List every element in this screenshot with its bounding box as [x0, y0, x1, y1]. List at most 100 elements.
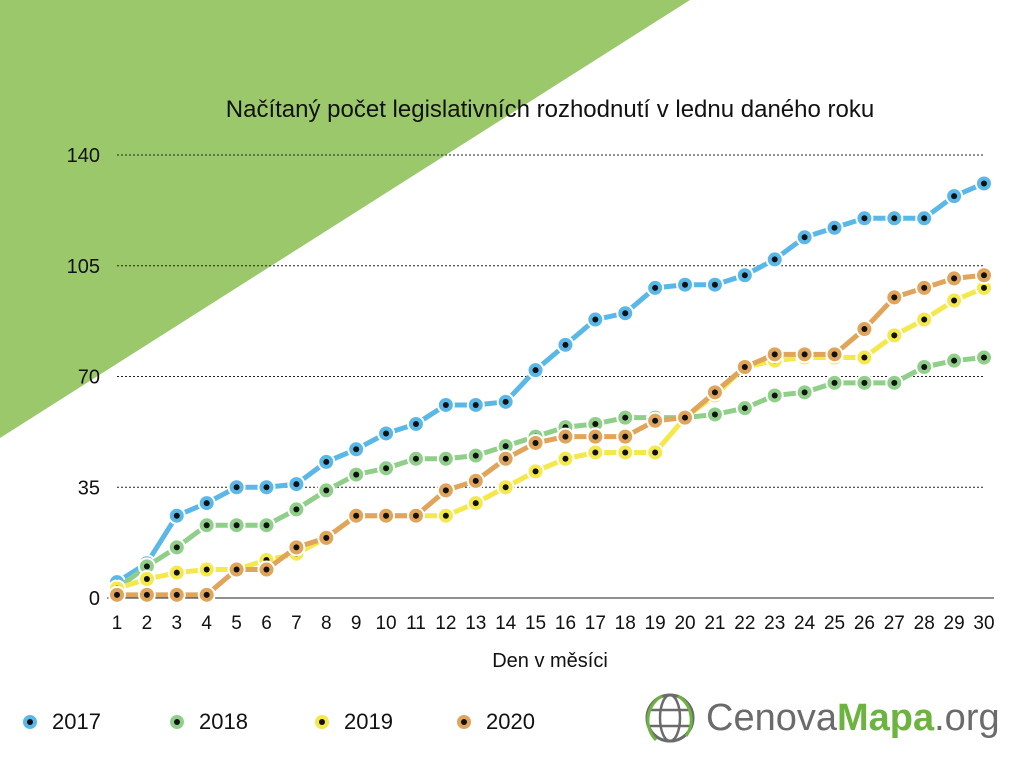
data-point-center [652, 417, 659, 424]
y-tick-label: 70 [78, 367, 100, 389]
data-point-center [622, 414, 629, 421]
data-point-center [203, 500, 210, 507]
data-point-center [981, 272, 987, 279]
x-tick-label: 10 [375, 613, 396, 634]
data-point-center [472, 452, 479, 459]
data-point-center [203, 591, 210, 598]
data-point-center [323, 487, 330, 494]
chart-title: Načítaný počet legislativních rozhodnutí… [225, 96, 875, 123]
x-tick-label: 17 [585, 613, 606, 634]
x-tick-label: 22 [734, 613, 755, 634]
data-point-center [682, 414, 689, 421]
legend-marker [455, 713, 473, 731]
x-tick-label: 16 [555, 613, 576, 634]
data-point-center [921, 364, 928, 371]
legend-item-2020: 2020 [452, 708, 535, 736]
data-point-center [263, 522, 270, 529]
data-point-center [831, 224, 838, 231]
globe-icon [645, 693, 695, 743]
legend-item-2018: 2018 [165, 708, 248, 736]
y-tick-label: 140 [67, 145, 100, 167]
x-tick-label: 18 [615, 613, 636, 634]
x-tick-label: 27 [884, 613, 905, 634]
data-point-center [831, 351, 838, 358]
data-point-center [472, 477, 479, 484]
data-point-center [532, 439, 539, 446]
legend-marker-center [461, 719, 467, 725]
data-point-center [233, 566, 240, 573]
x-tick-label: 14 [495, 613, 517, 634]
brand-text-part1: Cenova [706, 696, 837, 739]
data-point-center [592, 316, 599, 323]
x-tick-label: 2 [142, 613, 153, 634]
data-point-center [891, 215, 898, 222]
data-point-center [442, 455, 449, 462]
x-tick-label: 5 [231, 613, 242, 634]
brand-text-part3: .org [934, 696, 1000, 739]
data-point-center [383, 512, 390, 519]
data-point-center [203, 566, 210, 573]
x-tick-label: 30 [973, 613, 994, 634]
legend-label: 2017 [52, 709, 101, 734]
x-tick-label: 15 [525, 613, 546, 634]
series-line-2020 [114, 272, 987, 598]
data-point-center [383, 465, 390, 472]
data-point-center [861, 379, 868, 386]
data-point-center [263, 566, 270, 573]
data-point-center [442, 401, 449, 408]
data-point-center [801, 234, 808, 241]
data-point-center [771, 392, 778, 399]
data-point-center [981, 180, 987, 187]
data-point-center [951, 275, 958, 282]
x-tick-label: 23 [764, 613, 785, 634]
data-point-center [203, 522, 210, 529]
data-point-center [233, 522, 240, 529]
x-tick-label: 7 [291, 613, 302, 634]
data-point-center [652, 284, 659, 291]
data-point-center [143, 563, 150, 570]
data-point-center [472, 401, 479, 408]
data-point-center [502, 455, 509, 462]
x-tick-label: 21 [704, 613, 725, 634]
series-line-2018 [114, 355, 987, 592]
data-point-center [502, 484, 509, 491]
data-point-center [323, 534, 330, 541]
data-point-center [173, 569, 180, 576]
x-tick-label: 8 [321, 613, 332, 634]
data-point-center [293, 544, 300, 551]
y-tick-label: 105 [67, 256, 100, 278]
legend-item-2017: 2017 [18, 708, 101, 736]
data-point-center [622, 310, 629, 317]
data-point-center [353, 446, 360, 453]
legend-marker [21, 713, 39, 731]
data-point-center [263, 484, 270, 491]
data-point-center [412, 512, 419, 519]
data-point-center [981, 284, 987, 291]
data-point-center [173, 591, 180, 598]
x-tick-label: 24 [794, 613, 816, 634]
data-point-center [711, 389, 718, 396]
data-point-center [921, 316, 928, 323]
data-point-center [532, 367, 539, 374]
data-point-center [592, 420, 599, 427]
data-point-center [741, 364, 748, 371]
data-point-center [412, 455, 419, 462]
x-tick-label: 1 [112, 613, 123, 634]
x-tick-label: 13 [465, 613, 486, 634]
data-point-center [652, 449, 659, 456]
data-point-center [592, 433, 599, 440]
data-point-center [233, 484, 240, 491]
brand-text-part2: Mapa [836, 696, 935, 739]
x-tick-label: 12 [435, 613, 456, 634]
data-point-center [562, 341, 569, 348]
data-point-center [951, 297, 958, 304]
chart-legend: 2017 2018 2019 2020 [0, 700, 620, 740]
y-tick-label: 0 [89, 588, 100, 610]
x-tick-label: 20 [674, 613, 695, 634]
data-point-center [861, 215, 868, 222]
data-point-center [472, 500, 479, 507]
data-point-center [622, 433, 629, 440]
data-point-center [143, 576, 150, 583]
